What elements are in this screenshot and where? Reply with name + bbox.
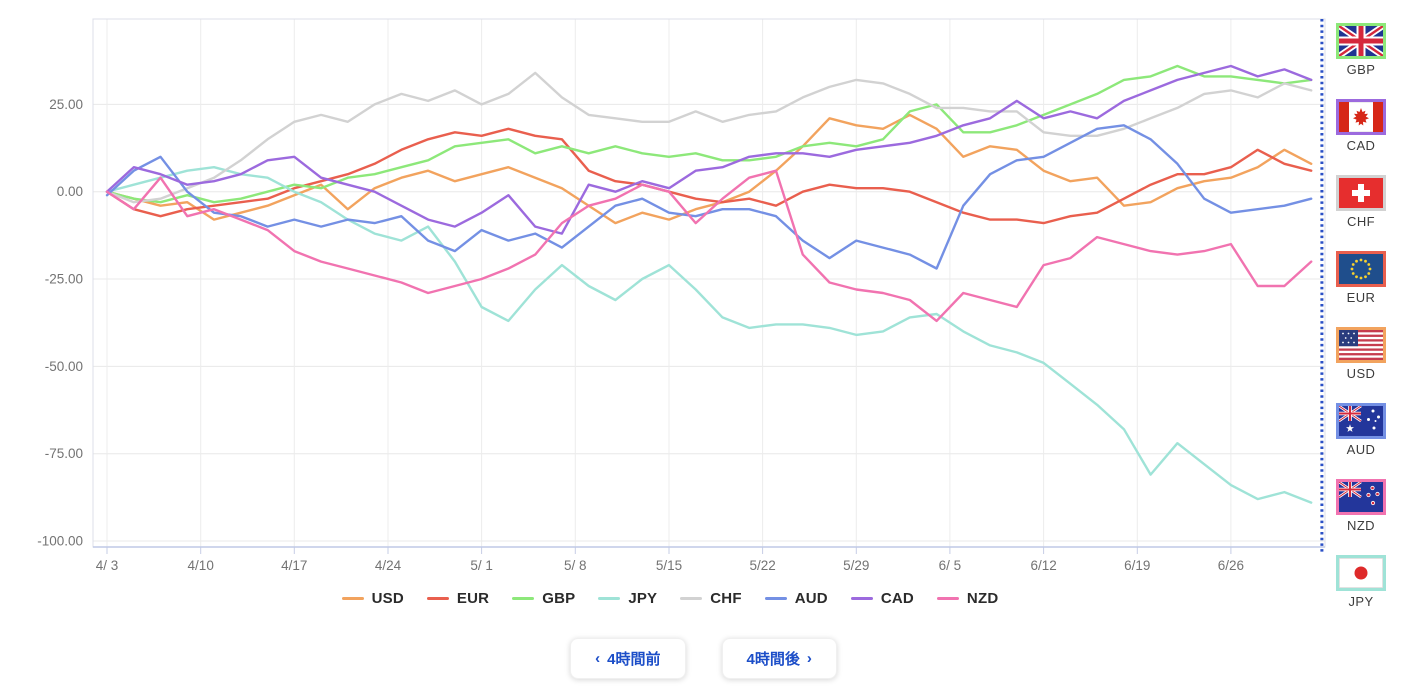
currency-code-label: USD (1346, 366, 1376, 381)
series-line-gbp (105, 64, 1313, 204)
currency-code-label: AUD (1346, 442, 1376, 457)
legend-label: EUR (456, 590, 490, 607)
legend-label: AUD (794, 590, 828, 607)
y-axis: 25.00 0.00 -25.00 -50.00 -75.00 -100.00 (37, 97, 1325, 549)
usa-flag-icon (1336, 327, 1386, 363)
legend-label: NZD (966, 590, 999, 607)
svg-text:25.00: 25.00 (49, 97, 83, 112)
currency-ranking-sidebar: GBP CAD CHF (1331, 23, 1391, 609)
svg-text:5/ 8: 5/ 8 (564, 558, 587, 573)
ranking-item-cad: CAD (1336, 99, 1386, 153)
series-line-aud (105, 124, 1313, 270)
strength-line-chart[interactable]: 25.00 0.00 -25.00 -50.00 -75.00 -100.00 4/ 3 4/… (0, 0, 1340, 585)
legend-item-gbp[interactable]: GBP (512, 590, 575, 607)
next-4h-label: 4時間後 (746, 651, 800, 668)
ranking-item-gbp: GBP (1336, 23, 1386, 77)
svg-text:4/17: 4/17 (281, 558, 307, 573)
legend-line-swatch (341, 597, 364, 600)
legend-label: CAD (880, 590, 914, 607)
series-line-eur (105, 127, 1313, 225)
svg-text:4/ 3: 4/ 3 (96, 558, 119, 573)
ranking-item-eur: EUR (1336, 251, 1386, 305)
legend-item-cad[interactable]: CAD (850, 590, 914, 607)
legend-line-swatch (936, 597, 959, 600)
time-navigation: ‹ 4時間前 4時間後 › (0, 638, 1407, 679)
currency-code-label: NZD (1347, 518, 1375, 533)
chart-legend: USD EUR GBP JPY CHF AUD CAD NZD (0, 590, 1340, 607)
legend-item-jpy[interactable]: JPY (598, 590, 657, 607)
legend-line-swatch (764, 597, 787, 600)
svg-text:-50.00: -50.00 (45, 359, 83, 374)
svg-text:-100.00: -100.00 (37, 534, 83, 549)
legend-item-nzd[interactable]: NZD (936, 590, 999, 607)
svg-text:5/15: 5/15 (656, 558, 682, 573)
ranking-item-usd: USD (1336, 327, 1386, 381)
canada-flag-icon (1336, 99, 1386, 135)
series-line-nzd (105, 169, 1313, 323)
svg-text:4/24: 4/24 (375, 558, 402, 573)
series-lines (105, 64, 1313, 504)
uk-flag-icon (1336, 23, 1386, 59)
legend-item-eur[interactable]: EUR (426, 590, 490, 607)
ranking-item-chf: CHF (1336, 175, 1386, 229)
svg-text:5/ 1: 5/ 1 (470, 558, 493, 573)
legend-label: USD (371, 590, 404, 607)
ranking-item-aud: AUD (1336, 403, 1386, 457)
currency-code-label: CAD (1346, 138, 1376, 153)
chart-canvas[interactable]: 25.000.00-25.00-50.00-75.00-100.004/ 3 4/… (0, 0, 1340, 585)
series-line-cad (105, 64, 1313, 235)
legend-label: JPY (628, 590, 658, 607)
australia-flag-icon (1336, 403, 1386, 439)
x-axis: 4/ 3 4/10 4/17 4/24 5/ 1 5/ 8 5/15 5/22 5/29 6/ 5… (96, 19, 1244, 573)
svg-text:6/ 5: 6/ 5 (939, 558, 962, 573)
legend-label: CHF (710, 590, 742, 607)
svg-text:5/29: 5/29 (843, 558, 869, 573)
svg-text:5/22: 5/22 (749, 558, 775, 573)
prev-4h-label: 4時間前 (607, 651, 661, 668)
currency-code-label: GBP (1346, 62, 1376, 77)
svg-text:6/19: 6/19 (1124, 558, 1150, 573)
series-line-usd (105, 113, 1313, 225)
currency-code-label: EUR (1346, 290, 1376, 305)
svg-text:0.00: 0.00 (57, 184, 83, 199)
legend-label: GBP (542, 590, 576, 607)
legend-line-swatch (598, 597, 621, 600)
legend-item-chf[interactable]: CHF (680, 590, 742, 607)
ranking-item-jpy: JPY (1336, 555, 1386, 609)
legend-line-swatch (426, 597, 449, 600)
ranking-item-nzd: NZD (1336, 479, 1386, 533)
currency-code-label: JPY (1348, 594, 1374, 609)
currency-code-label: CHF (1347, 214, 1375, 229)
svg-text:-25.00: -25.00 (45, 272, 83, 287)
legend-item-aud[interactable]: AUD (764, 590, 828, 607)
series-line-jpy (105, 165, 1313, 504)
legend-item-usd[interactable]: USD (341, 590, 404, 607)
chevron-left-icon: ‹ (595, 650, 601, 667)
legend-line-swatch (512, 597, 535, 600)
series-line-chf (105, 71, 1313, 204)
next-4h-button[interactable]: 4時間後 › (721, 638, 837, 679)
svg-text:-75.00: -75.00 (45, 446, 83, 461)
svg-text:4/10: 4/10 (188, 558, 214, 573)
switzerland-flag-icon (1336, 175, 1386, 211)
svg-text:6/12: 6/12 (1030, 558, 1056, 573)
chevron-right-icon: › (806, 650, 812, 667)
legend-line-swatch (680, 597, 703, 600)
japan-flag-icon (1336, 555, 1386, 591)
svg-text:6/26: 6/26 (1218, 558, 1244, 573)
prev-4h-button[interactable]: ‹ 4時間前 (570, 638, 686, 679)
plot-border (92, 18, 1326, 548)
new-zealand-flag-icon (1336, 479, 1386, 515)
eu-flag-icon (1336, 251, 1386, 287)
legend-line-swatch (850, 597, 873, 600)
